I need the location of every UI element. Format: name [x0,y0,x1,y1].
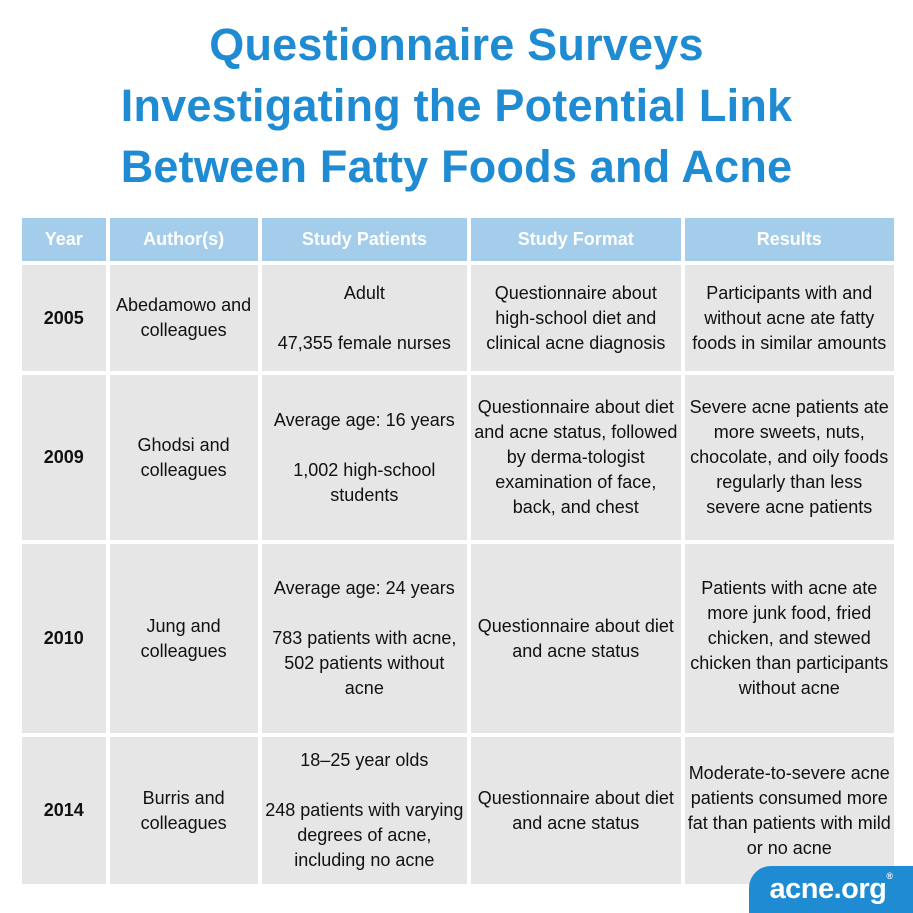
table-header-row: Year Author(s) Study Patients Study Form… [22,218,894,261]
patients-cell: Average age: 24 years 783 patients with … [261,544,468,733]
table-row: 2009 Ghodsi and colleagues Average age: … [22,375,894,540]
registered-mark-icon: ® [886,871,893,881]
year-cell: 2014 [22,737,106,884]
header-year: Year [22,218,106,261]
format-cell: Questionnaire about diet and acne status [471,544,681,733]
patients-cell: Adult 47,355 female nurses [261,265,468,371]
results-cell: Patients with acne ate more junk food, f… [684,544,894,733]
patients-line: 248 patients with varying degrees of acn… [265,800,464,870]
table-row: 2010 Jung and colleagues Average age: 24… [22,544,894,733]
patients-gap [265,306,464,331]
authors-cell: Burris and colleagues [109,737,258,884]
header-study-format: Study Format [471,218,681,261]
header-results: Results [684,218,894,261]
results-cell: Moderate-to-severe acne patients consume… [684,737,894,884]
format-cell: Questionnaire about diet and acne status… [471,375,681,540]
authors-cell: Abedamowo and colleagues [109,265,258,371]
studies-table: Year Author(s) Study Patients Study Form… [18,214,898,888]
studies-table-container: Year Author(s) Study Patients Study Form… [18,214,896,892]
patients-line: 783 patients with acne, 502 patients wit… [272,628,457,698]
logo-text: acne.org [769,873,887,905]
year-cell: 2010 [22,544,106,733]
year-cell: 2009 [22,375,106,540]
table-row: 2005 Abedamowo and colleagues Adult 47,3… [22,265,894,371]
patients-gap [265,433,464,458]
year-cell: 2005 [22,265,106,371]
patients-gap [265,601,464,626]
patients-line: 47,355 female nurses [277,332,451,353]
title-line-3: Between Fatty Foods and Acne [120,141,793,192]
title-line-2: Investigating the Potential Link [120,80,793,131]
format-cell: Questionnaire about diet and acne status [471,737,681,884]
header-authors: Author(s) [109,218,258,261]
patients-line: Adult [343,282,385,303]
patients-cell: Average age: 16 years 1,002 high-school … [261,375,468,540]
patients-line: Average age: 16 years [273,409,455,430]
patients-line: 18–25 year olds [300,750,429,770]
results-cell: Participants with and without acne ate f… [684,265,894,371]
title-line-1: Questionnaire Surveys [209,19,704,70]
patients-cell: 18–25 year olds 248 patients with varyin… [261,737,468,884]
authors-cell: Ghodsi and colleagues [109,375,258,540]
acne-org-logo[interactable]: acne.org® [749,866,913,913]
table-row: 2014 Burris and colleagues 18–25 year ol… [22,737,894,884]
header-study-patients: Study Patients [261,218,468,261]
patients-line: Average age: 24 years [273,578,455,598]
format-cell: Questionnaire about high-school diet and… [471,265,681,371]
results-cell: Severe acne patients ate more sweets, nu… [684,375,894,540]
patients-line: 1,002 high-school students [293,459,436,505]
patients-gap [265,773,464,798]
authors-cell: Jung and colleagues [109,544,258,733]
page-title: Questionnaire Surveys Investigating the … [0,14,913,197]
